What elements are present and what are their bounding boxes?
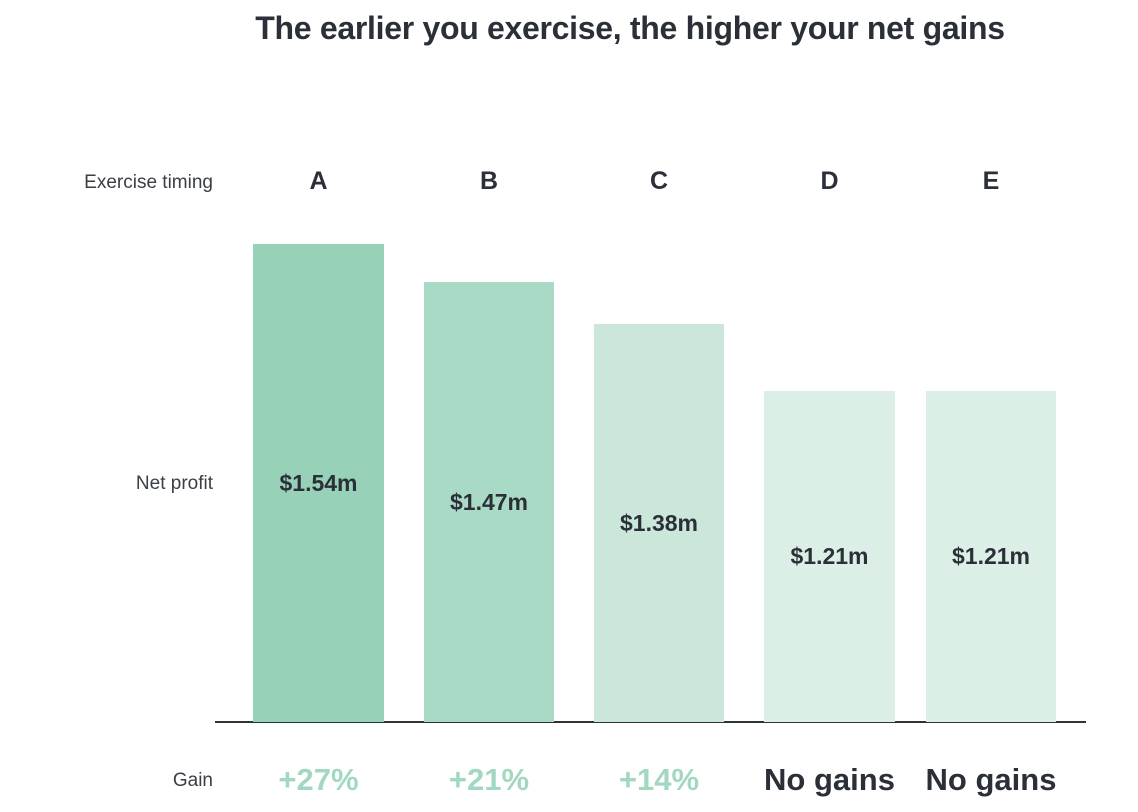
bar-value-label: $1.47m (449, 488, 528, 515)
chart-column-b: B $1.47m +21% (424, 0, 554, 812)
chart-column-c: C $1.38m +14% (594, 0, 724, 812)
bar-value-label: $1.21m (951, 543, 1030, 569)
chart-column-e: E $1.21m No gains (926, 0, 1057, 812)
gain-value: +21% (448, 762, 530, 797)
bar: $1.38m (594, 324, 724, 722)
bar-value-label: $1.54m (279, 469, 358, 496)
bar-value-label: $1.21m (790, 543, 869, 569)
chart-column-a: A $1.54m +27% (253, 0, 384, 812)
row-label-exercise-timing: Exercise timing (84, 172, 213, 193)
bar-value-label: $1.38m (619, 509, 698, 536)
gain-value: +27% (278, 762, 359, 797)
row-label-gain: Gain (172, 770, 213, 791)
category-label: A (309, 167, 328, 195)
category-label: C (649, 167, 669, 195)
bar: $1.21m (764, 391, 895, 722)
chart-title: The earlier you exercise, the higher you… (255, 10, 1005, 46)
bar: $1.54m (253, 244, 384, 722)
category-label: D (820, 167, 839, 195)
gain-value: No gains (764, 762, 895, 797)
category-label: E (982, 167, 1000, 195)
bar: $1.21m (926, 391, 1056, 722)
gain-value: No gains (925, 762, 1057, 797)
category-label: B (479, 167, 499, 195)
bar: $1.47m (424, 282, 554, 722)
chart-column-d: D $1.21m No gains (764, 0, 895, 812)
gain-value: +14% (618, 762, 700, 797)
row-label-net-profit: Net profit (135, 473, 213, 494)
x-axis-baseline (215, 721, 1086, 723)
